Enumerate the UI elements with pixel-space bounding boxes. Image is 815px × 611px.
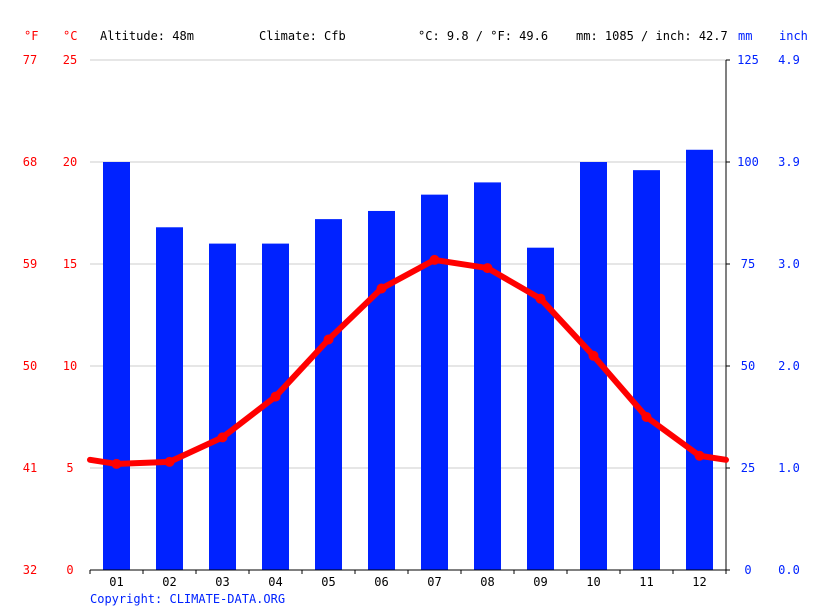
- temperature-point: [217, 432, 228, 443]
- celsius-unit-label: °C: [63, 29, 78, 43]
- altitude-label: Altitude: 48m: [100, 29, 194, 43]
- month-tick-label: 02: [162, 575, 176, 589]
- temperature-line: [87, 256, 729, 467]
- mm-tick-label: 25: [741, 461, 755, 475]
- inch-tick-label: 2.0: [778, 359, 800, 373]
- month-tick-label: 04: [268, 575, 282, 589]
- month-tick-label: 01: [109, 575, 123, 589]
- mm-tick-label: 75: [741, 257, 755, 271]
- temperature-point: [641, 412, 652, 422]
- temperature-point: [111, 458, 122, 469]
- mm-tick-label: 100: [737, 155, 759, 169]
- celsius-tick-label: 15: [63, 257, 77, 271]
- inch-unit-label: inch: [779, 29, 808, 43]
- fahrenheit-tick-label: 68: [23, 155, 37, 169]
- month-tick-label: 07: [427, 575, 441, 589]
- month-tick-label: 03: [215, 575, 229, 589]
- month-tick-label: 06: [374, 575, 388, 589]
- fahrenheit-tick-label: 77: [23, 53, 37, 67]
- mm-tick-label: 0: [744, 563, 751, 577]
- temperature-point: [535, 293, 546, 304]
- temperature-point: [482, 263, 493, 274]
- mm-unit-label: mm: [738, 29, 753, 43]
- month-tick-label: 11: [639, 575, 653, 589]
- month-tick-label: 05: [321, 575, 335, 589]
- inch-tick-label: 4.9: [778, 53, 800, 67]
- climate-label: Climate: Cfb: [259, 29, 346, 43]
- temperature-point: [164, 456, 175, 467]
- temperature-point: [270, 391, 281, 402]
- temperature-point: [376, 283, 387, 294]
- fahrenheit-tick-label: 32: [23, 563, 37, 577]
- average-temperature-label: °C: 9.8 / °F: 49.6: [418, 29, 549, 43]
- temperature-point: [429, 254, 440, 265]
- mm-tick-label: 50: [741, 359, 755, 373]
- inch-tick-label: 0.0: [778, 563, 800, 577]
- precipitation-bar: [103, 162, 130, 570]
- inch-tick-label: 3.0: [778, 257, 800, 271]
- celsius-tick-label: 10: [63, 359, 77, 373]
- precipitation-bar: [421, 194, 448, 570]
- celsius-tick-label: 5: [66, 461, 73, 475]
- month-tick-label: 08: [480, 575, 494, 589]
- month-tick-label: 10: [586, 575, 600, 589]
- total-precipitation-label: mm: 1085 / inch: 42.7: [576, 29, 728, 43]
- mm-tick-label: 125: [737, 53, 759, 67]
- fahrenheit-tick-label: 59: [23, 257, 37, 271]
- celsius-tick-label: 20: [63, 155, 77, 169]
- temperature-point: [323, 334, 334, 345]
- celsius-tick-label: 25: [63, 53, 77, 67]
- fahrenheit-tick-label: 50: [23, 359, 37, 373]
- inch-tick-label: 1.0: [778, 461, 800, 475]
- precipitation-bar: [686, 149, 713, 570]
- precipitation-bar: [368, 210, 395, 570]
- precipitation-bar: [633, 170, 660, 570]
- temperature-point: [694, 450, 705, 461]
- precipitation-bar: [209, 243, 236, 570]
- month-tick-label: 12: [692, 575, 706, 589]
- month-tick-label: 09: [533, 575, 547, 589]
- temperature-point: [588, 350, 599, 361]
- celsius-tick-label: 0: [66, 563, 73, 577]
- inch-tick-label: 3.9: [778, 155, 800, 169]
- fahrenheit-tick-label: 41: [23, 461, 37, 475]
- precipitation-bar: [315, 219, 342, 570]
- precipitation-bar: [474, 182, 501, 570]
- copyright-credit: Copyright: CLIMATE-DATA.ORG: [90, 592, 286, 606]
- fahrenheit-unit-label: °F: [24, 29, 39, 43]
- precipitation-bar: [156, 227, 183, 570]
